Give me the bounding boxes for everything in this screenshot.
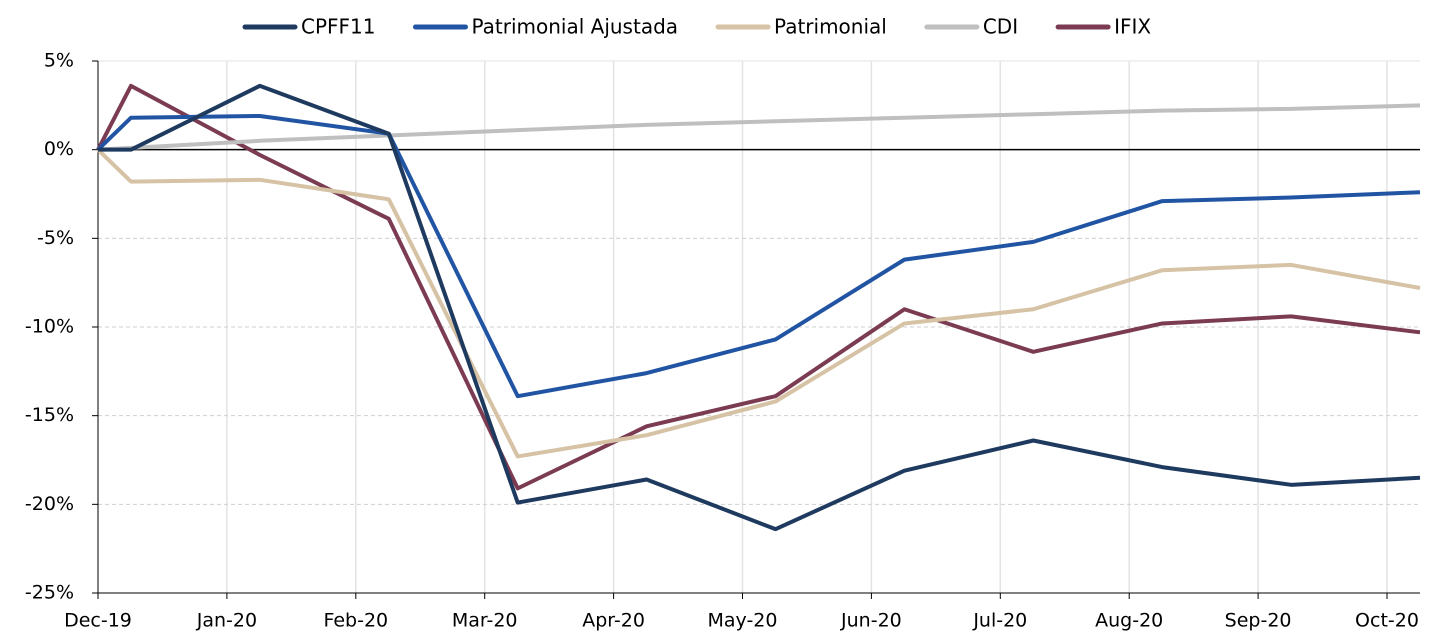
- x-tick-label: May-20: [708, 610, 778, 632]
- x-tick-label: Oct-20: [1355, 610, 1419, 632]
- y-tick-label: 0%: [44, 138, 74, 160]
- x-tick-label: Apr-20: [582, 610, 645, 632]
- legend-label: CPFF11: [301, 15, 375, 39]
- series-line: [98, 83, 1421, 532]
- x-tick-label: Aug-20: [1095, 610, 1163, 632]
- series-line: [97, 103, 1421, 152]
- y-tick-label: -15%: [25, 404, 74, 426]
- x-tick-label: Jan-20: [196, 610, 257, 632]
- series-line: [96, 83, 1421, 491]
- series-line: [96, 148, 1421, 459]
- y-tick-label: -25%: [25, 582, 74, 604]
- y-tick-label: -10%: [25, 316, 74, 338]
- x-tick-label: Feb-20: [323, 610, 388, 632]
- x-tick-label: Jun-20: [840, 610, 902, 632]
- legend-label: CDI: [983, 15, 1018, 39]
- y-tick-label: 5%: [44, 50, 74, 72]
- x-tick-label: Jul-20: [972, 610, 1027, 632]
- series-line: [96, 113, 1421, 399]
- x-tick-label: Mar-20: [452, 610, 518, 632]
- x-tick-label: Sep-20: [1225, 610, 1292, 632]
- y-tick-label: -5%: [37, 227, 74, 249]
- x-tick-label: Dec-19: [64, 610, 132, 632]
- legend-label: Patrimonial Ajustada: [471, 15, 678, 39]
- legend-label: Patrimonial: [774, 15, 887, 39]
- y-tick-label: -20%: [25, 493, 74, 515]
- legend-label: IFIX: [1114, 15, 1151, 39]
